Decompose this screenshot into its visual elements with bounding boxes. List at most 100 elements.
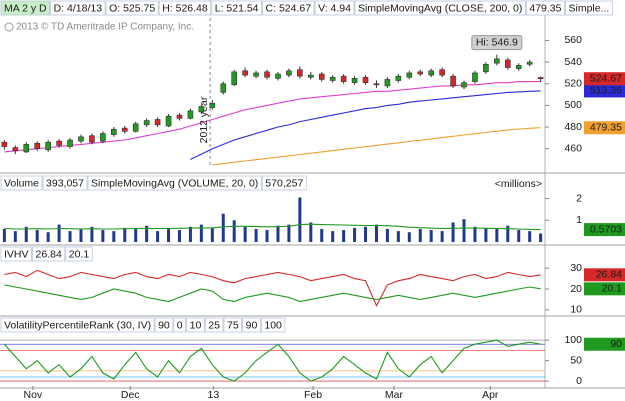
- candle-body: [220, 83, 227, 93]
- volume-bar: [331, 231, 335, 242]
- legend-item: 25: [208, 319, 220, 331]
- value-tag-label: 524.67: [590, 72, 622, 84]
- volume-bar: [2, 228, 6, 242]
- volume-bar: [156, 231, 160, 242]
- y-tick-label: 0: [576, 375, 582, 387]
- candle-body: [494, 58, 500, 64]
- legend-box: [32, 246, 66, 262]
- volume-bar: [298, 197, 302, 242]
- legend-box: [262, 0, 315, 16]
- candle-body: [12, 147, 19, 152]
- candle-body: [264, 71, 270, 78]
- candle-body: [132, 123, 139, 132]
- legend-box: [87, 175, 262, 191]
- candle-body: [472, 72, 478, 82]
- series-line: [4, 269, 541, 307]
- legend-item: MA 2 y D: [4, 2, 47, 14]
- candle-body: [23, 144, 30, 153]
- legend-box: [223, 317, 243, 333]
- candle-body: [286, 70, 292, 76]
- candle-body: [297, 69, 303, 77]
- candle-body: [537, 77, 544, 79]
- legend-item: 100: [264, 319, 282, 331]
- legend-item: 479.35: [529, 2, 561, 14]
- legend-item: V: 4.94: [318, 2, 351, 14]
- legend-item: 570,257: [265, 177, 303, 189]
- volume-bar: [528, 231, 532, 242]
- series-line: [4, 284, 541, 303]
- volume-bar: [265, 230, 269, 242]
- volume-bar: [243, 226, 247, 242]
- candle-body: [515, 65, 522, 69]
- legend-box: [186, 317, 205, 333]
- volume-bar: [287, 224, 291, 242]
- legend-item: 26.84: [36, 248, 62, 260]
- candle-body: [461, 82, 467, 88]
- legend-item: Volume: [4, 177, 39, 189]
- value-tag-label: 20.1: [602, 283, 623, 295]
- candle-body: [89, 135, 95, 143]
- candle-body: [1, 141, 8, 147]
- value-tag: [584, 268, 625, 282]
- candle-body: [176, 114, 183, 119]
- value-tag-label: 479.35: [590, 122, 622, 134]
- high-annotation: Hi: 546.9: [476, 36, 518, 48]
- candle-body: [340, 75, 347, 82]
- y-tick-label: 560: [564, 34, 582, 46]
- candle-body: [318, 73, 325, 80]
- volume-bar: [462, 219, 466, 242]
- candle-body: [78, 136, 84, 142]
- value-tag: [584, 121, 625, 135]
- candle-body: [209, 102, 216, 108]
- value-tag-label: 513.36: [590, 85, 622, 97]
- volume-bar: [112, 231, 116, 242]
- copyright-icon: [4, 22, 14, 32]
- candle-body: [417, 71, 424, 75]
- legend-box: [261, 175, 307, 191]
- candle-body: [351, 78, 358, 83]
- volume-bar: [210, 227, 214, 242]
- legend-item: IVHV: [4, 248, 29, 260]
- volume-bar: [221, 213, 225, 242]
- volume-bar: [24, 226, 28, 242]
- y-tick-label: 20: [570, 283, 582, 295]
- candle-body: [187, 110, 194, 119]
- volume-bar: [484, 227, 488, 242]
- volume-bar: [451, 222, 455, 242]
- legend-item: C: 524.67: [266, 2, 312, 14]
- volume-bar: [385, 228, 389, 242]
- value-tag: [584, 282, 625, 296]
- legend-item: SimpleMovingAvg (CLOSE, 200, 0): [358, 2, 522, 14]
- legend-item: O: 525.75: [109, 2, 155, 14]
- y-tick-label: 50: [570, 354, 582, 366]
- volume-bar: [396, 231, 400, 242]
- volume-bar: [145, 225, 149, 242]
- candle-body: [121, 127, 128, 132]
- legend-box: [65, 246, 93, 262]
- candle-body: [384, 79, 391, 87]
- candle-body: [373, 83, 380, 86]
- value-tag: [584, 84, 625, 98]
- volume-bar: [276, 225, 280, 242]
- candle-body: [329, 76, 336, 81]
- candle-body: [111, 128, 117, 135]
- candle-body: [198, 106, 205, 113]
- legend-item: 10: [190, 319, 202, 331]
- legend-item: SimpleMovingAvg (VOLUME, 20, 0): [91, 177, 258, 189]
- volume-bar: [309, 222, 313, 242]
- volume-bar: [254, 228, 258, 242]
- legend-box: [105, 0, 159, 16]
- legend-item: 90: [246, 319, 258, 331]
- value-tag-label: 26.84: [596, 269, 622, 281]
- annotation-box: [471, 35, 523, 51]
- series-line: [190, 90, 541, 160]
- candle-body: [308, 74, 314, 78]
- volume-bar: [364, 226, 368, 242]
- year-label: 2012 year: [198, 96, 210, 143]
- volume-bar: [440, 231, 444, 242]
- legend-box: [50, 0, 106, 16]
- copyright: 2013 © TD Ameritrade IP Company, Inc.: [16, 22, 194, 33]
- candle-body: [100, 133, 106, 142]
- volume-bar: [57, 224, 61, 242]
